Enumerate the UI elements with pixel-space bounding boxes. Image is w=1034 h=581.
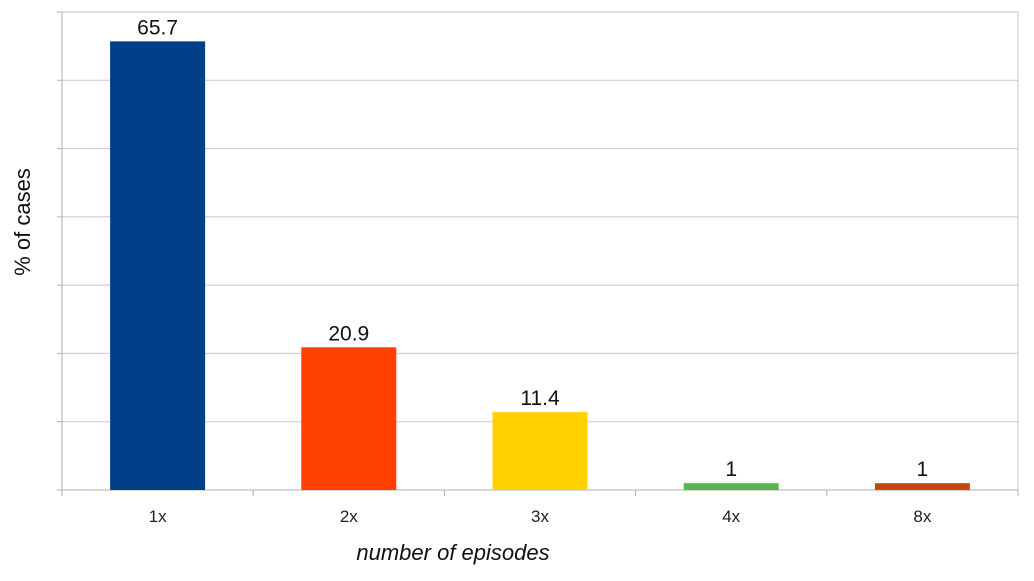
- x-tick-label-3x: 3x: [531, 507, 549, 526]
- gridlines: [62, 11, 1018, 423]
- x-tick-label-8x: 8x: [913, 507, 931, 526]
- data-labels: 65.7 20.9 11.4 1 1: [137, 16, 928, 481]
- bar-2x: [301, 347, 397, 490]
- x-tick-label-1x: 1x: [149, 507, 167, 526]
- y-axis-title: % of cases: [10, 168, 35, 276]
- bar-1x: [110, 41, 206, 491]
- bars: [110, 41, 970, 491]
- data-label-3x: 11.4: [520, 387, 560, 410]
- bar-4x: [683, 483, 779, 490]
- bar-3x: [492, 412, 588, 490]
- bar-8x: [874, 483, 970, 490]
- x-tick-label-4x: 4x: [722, 507, 740, 526]
- data-label-4x: 1: [725, 458, 737, 481]
- data-label-2x: 20.9: [328, 322, 369, 345]
- x-axis-title: number of episodes: [356, 540, 549, 565]
- data-label-1x: 65.7: [137, 16, 178, 39]
- x-tick-labels: 1x 2x 3x 4x 8x: [149, 507, 932, 526]
- x-tick-label-2x: 2x: [340, 507, 358, 526]
- data-label-8x: 1: [917, 458, 929, 481]
